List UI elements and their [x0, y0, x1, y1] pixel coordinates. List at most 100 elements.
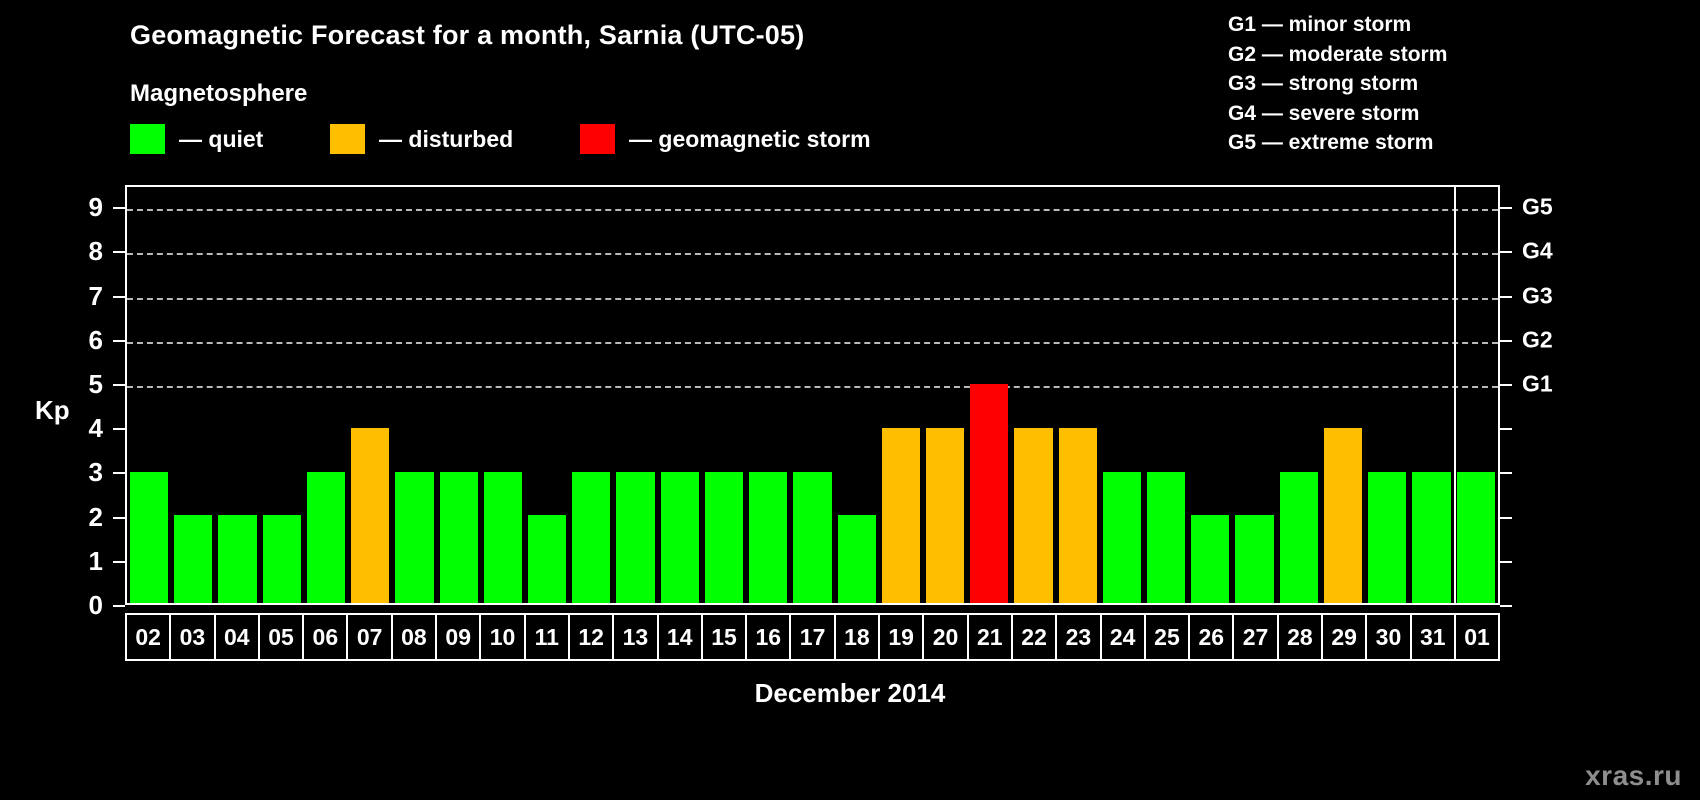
bar-07[interactable] [351, 427, 390, 603]
bar-cell-11[interactable] [525, 187, 569, 603]
bar-cell-26[interactable] [1188, 187, 1232, 603]
date-label-02[interactable]: 02 [127, 615, 172, 659]
bar-cell-15[interactable] [702, 187, 746, 603]
bar-16[interactable] [749, 471, 788, 603]
bar-30[interactable] [1368, 471, 1407, 603]
bar-27[interactable] [1235, 515, 1274, 603]
bar-cell-13[interactable] [613, 187, 657, 603]
bar-cell-01[interactable] [1454, 187, 1498, 603]
bar-cell-06[interactable] [304, 187, 348, 603]
bar-cell-03[interactable] [171, 187, 215, 603]
bar-cell-30[interactable] [1365, 187, 1409, 603]
bar-cell-25[interactable] [1144, 187, 1188, 603]
date-label-01[interactable]: 01 [1464, 623, 1490, 650]
bar-18[interactable] [837, 515, 876, 603]
bar-cell-08[interactable] [392, 187, 436, 603]
bar-cell-31[interactable] [1409, 187, 1453, 603]
bar-15[interactable] [704, 471, 744, 603]
date-label-11[interactable]: 11 [526, 615, 570, 659]
bar-28[interactable] [1279, 471, 1318, 603]
date-label-23[interactable]: 23 [1057, 615, 1102, 659]
bar-11[interactable] [527, 515, 567, 603]
date-label-14[interactable]: 14 [659, 615, 703, 659]
date-label-22[interactable]: 22 [1013, 615, 1058, 659]
bar-09[interactable] [439, 471, 478, 603]
bar-25[interactable] [1147, 471, 1186, 603]
date-label-25[interactable]: 25 [1146, 615, 1191, 659]
date-label-10[interactable]: 10 [481, 615, 526, 659]
bar-cell-22[interactable] [1011, 187, 1055, 603]
bar-cell-17[interactable] [790, 187, 834, 603]
y-tick-7 [113, 295, 125, 298]
bar-06[interactable] [306, 471, 346, 603]
date-label-31[interactable]: 31 [1412, 615, 1456, 659]
y-tick-label-1: 1 [88, 545, 103, 576]
y-tick-label-0: 0 [88, 590, 103, 620]
date-label-13[interactable]: 13 [614, 615, 659, 659]
date-label-29[interactable]: 29 [1323, 615, 1368, 659]
date-label-30[interactable]: 30 [1367, 615, 1412, 659]
bar-cell-04[interactable] [215, 187, 259, 603]
date-label-28[interactable]: 28 [1279, 615, 1324, 659]
y-tick-label-5: 5 [88, 368, 103, 399]
bar-cell-09[interactable] [437, 187, 481, 603]
bar-31[interactable] [1412, 471, 1451, 603]
bar-cell-07[interactable] [348, 187, 392, 603]
bar-03[interactable] [174, 515, 213, 603]
bar-cell-27[interactable] [1232, 187, 1276, 603]
bar-cell-16[interactable] [746, 187, 790, 603]
bar-12[interactable] [572, 471, 611, 603]
bar-cell-23[interactable] [1056, 187, 1100, 603]
bar-05[interactable] [262, 515, 301, 603]
bar-10[interactable] [483, 471, 522, 603]
bar-cell-10[interactable] [481, 187, 525, 603]
bar-14[interactable] [660, 471, 699, 603]
bar-cell-14[interactable] [658, 187, 702, 603]
bar-24[interactable] [1102, 471, 1142, 603]
bar-23[interactable] [1058, 427, 1097, 603]
date-label-17[interactable]: 17 [791, 615, 836, 659]
bar-cell-19[interactable] [879, 187, 923, 603]
bar-cell-24[interactable] [1100, 187, 1144, 603]
bar-17[interactable] [793, 471, 832, 603]
bar-19[interactable] [881, 427, 920, 603]
date-label-04[interactable]: 04 [216, 615, 260, 659]
date-label-15[interactable]: 15 [703, 615, 748, 659]
bar-cell-28[interactable] [1277, 187, 1321, 603]
date-label-09[interactable]: 09 [437, 615, 482, 659]
date-label-05[interactable]: 05 [260, 615, 305, 659]
bar-22[interactable] [1014, 427, 1053, 603]
bar-01[interactable] [1456, 471, 1495, 603]
bar-13[interactable] [616, 471, 655, 603]
date-label-03[interactable]: 03 [171, 615, 216, 659]
bar-21[interactable] [970, 384, 1009, 603]
right-tick-0 [1500, 605, 1512, 607]
date-label-12[interactable]: 12 [570, 615, 615, 659]
bar-cell-12[interactable] [569, 187, 613, 603]
bar-cell-20[interactable] [923, 187, 967, 603]
bar-26[interactable] [1191, 515, 1230, 603]
date-label-19[interactable]: 19 [880, 615, 925, 659]
bar-cell-02[interactable] [127, 187, 171, 603]
date-label-08[interactable]: 08 [393, 615, 438, 659]
bar-08[interactable] [395, 471, 434, 603]
bar-02[interactable] [130, 471, 169, 603]
bar-cell-29[interactable] [1321, 187, 1365, 603]
bar-cell-05[interactable] [260, 187, 304, 603]
bar-04[interactable] [218, 515, 257, 603]
date-label-21[interactable]: 21 [969, 615, 1013, 659]
date-label-20[interactable]: 20 [924, 615, 969, 659]
date-label-27[interactable]: 27 [1234, 615, 1279, 659]
legend-label: — disturbed [379, 125, 514, 152]
date-label-26[interactable]: 26 [1190, 615, 1235, 659]
date-label-18[interactable]: 18 [836, 615, 881, 659]
date-label-06[interactable]: 06 [304, 615, 349, 659]
date-label-24[interactable]: 24 [1102, 615, 1146, 659]
bar-cell-18[interactable] [835, 187, 879, 603]
date-label-07[interactable]: 07 [348, 615, 393, 659]
date-label-16[interactable]: 16 [747, 615, 792, 659]
bar-20[interactable] [925, 427, 965, 603]
bar-29[interactable] [1323, 427, 1363, 603]
y-tick-label-9: 9 [88, 192, 103, 223]
bar-cell-21[interactable] [967, 187, 1011, 603]
